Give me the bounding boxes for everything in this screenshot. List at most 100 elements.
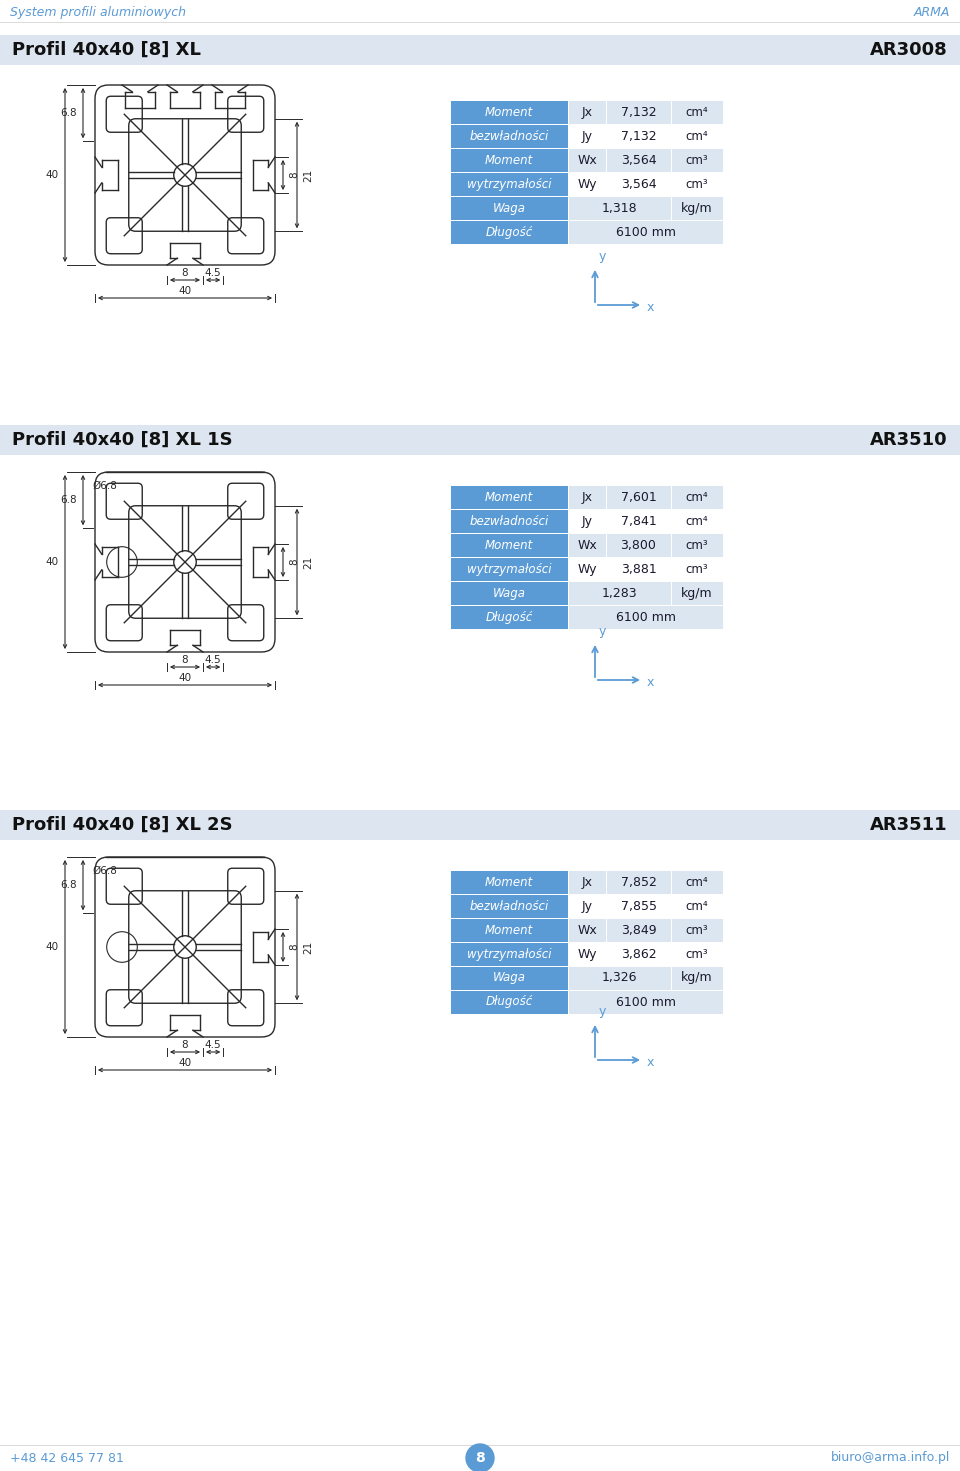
Bar (450, 941, 568, 966)
Bar (568, 990, 723, 1014)
Text: cm³: cm³ (685, 924, 708, 937)
Text: 3,564: 3,564 (621, 153, 657, 166)
Text: Wx: Wx (577, 924, 597, 937)
Text: 1,318: 1,318 (602, 202, 637, 215)
Text: 6100 mm: 6100 mm (615, 610, 676, 624)
Text: Moment: Moment (485, 924, 533, 937)
Text: cm³: cm³ (685, 178, 708, 191)
Text: bezwładności: bezwładności (469, 129, 548, 143)
Text: Wy: Wy (577, 947, 597, 961)
Text: Jy: Jy (582, 899, 592, 912)
Text: 6.8: 6.8 (60, 880, 77, 890)
Bar (568, 124, 606, 149)
Text: 8: 8 (181, 655, 188, 665)
Text: bezwładności: bezwładności (469, 899, 548, 912)
Bar (568, 581, 671, 605)
Text: 40: 40 (46, 941, 59, 952)
Bar (450, 966, 568, 990)
Bar (671, 941, 723, 966)
Text: 4.5: 4.5 (204, 268, 222, 278)
Bar (568, 941, 606, 966)
Text: 4.5: 4.5 (204, 655, 222, 665)
Text: kg/m: kg/m (682, 587, 713, 600)
Bar (568, 966, 671, 990)
Text: cm⁴: cm⁴ (685, 899, 708, 912)
Text: 8: 8 (181, 1040, 188, 1050)
Text: AR3008: AR3008 (871, 41, 948, 59)
Text: Wx: Wx (577, 153, 597, 166)
Text: Długość: Długość (486, 610, 533, 624)
Text: 8: 8 (181, 268, 188, 278)
Text: 1,283: 1,283 (602, 587, 637, 600)
Text: Długość: Długość (486, 996, 533, 1009)
Bar (568, 533, 606, 558)
Text: Jx: Jx (582, 106, 592, 119)
Bar (568, 100, 606, 124)
Text: wytrzymałości: wytrzymałości (467, 178, 551, 191)
Text: 3,881: 3,881 (620, 562, 657, 575)
Text: 7,852: 7,852 (620, 875, 657, 888)
Bar (606, 918, 671, 941)
Text: AR3511: AR3511 (871, 816, 948, 834)
Bar (671, 100, 723, 124)
Bar (450, 533, 568, 558)
Text: Jx: Jx (582, 490, 592, 503)
Text: x: x (647, 300, 655, 313)
Text: ARMA: ARMA (914, 6, 950, 19)
Bar (568, 558, 606, 581)
Bar (671, 894, 723, 918)
Text: 40: 40 (179, 1058, 192, 1068)
Text: AR3510: AR3510 (871, 431, 948, 449)
Text: x: x (647, 675, 655, 688)
Bar (0, 425, 960, 455)
Text: Długość: Długość (486, 225, 533, 238)
Text: y: y (599, 1005, 607, 1018)
Text: 3,564: 3,564 (621, 178, 657, 191)
Bar (450, 894, 568, 918)
Text: Wy: Wy (577, 562, 597, 575)
Bar (568, 172, 606, 196)
Text: 3,800: 3,800 (620, 538, 657, 552)
Bar (671, 966, 723, 990)
Bar (450, 124, 568, 149)
Bar (568, 196, 671, 221)
Text: Waga: Waga (492, 587, 525, 600)
Bar (568, 221, 723, 244)
Text: 7,601: 7,601 (620, 490, 657, 503)
Bar (671, 918, 723, 941)
Bar (671, 509, 723, 533)
Text: 21: 21 (303, 940, 313, 953)
Text: Jx: Jx (582, 875, 592, 888)
Text: kg/m: kg/m (682, 971, 713, 984)
Bar (671, 869, 723, 894)
Bar (0, 811, 960, 840)
Bar (450, 918, 568, 941)
Bar (671, 558, 723, 581)
Text: wytrzymałości: wytrzymałości (467, 562, 551, 575)
Text: 6100 mm: 6100 mm (615, 996, 676, 1009)
Text: Jy: Jy (582, 515, 592, 528)
Text: cm⁴: cm⁴ (685, 129, 708, 143)
Text: 7,841: 7,841 (620, 515, 657, 528)
Text: 3,862: 3,862 (621, 947, 657, 961)
Bar (606, 894, 671, 918)
Text: cm³: cm³ (685, 562, 708, 575)
Text: 6100 mm: 6100 mm (615, 225, 676, 238)
Text: 21: 21 (303, 556, 313, 569)
Text: 1,326: 1,326 (602, 971, 637, 984)
Text: 21: 21 (303, 168, 313, 181)
Text: biuro@arma.info.pl: biuro@arma.info.pl (830, 1452, 950, 1465)
Bar (568, 894, 606, 918)
Text: Jy: Jy (582, 129, 592, 143)
Text: y: y (599, 250, 607, 263)
Bar (606, 149, 671, 172)
Bar (671, 149, 723, 172)
Bar (671, 581, 723, 605)
Bar (450, 509, 568, 533)
Text: y: y (599, 625, 607, 638)
Text: 40: 40 (179, 674, 192, 683)
Bar (568, 605, 723, 630)
Text: 40: 40 (179, 285, 192, 296)
Bar (606, 124, 671, 149)
Text: bezwładności: bezwładności (469, 515, 548, 528)
